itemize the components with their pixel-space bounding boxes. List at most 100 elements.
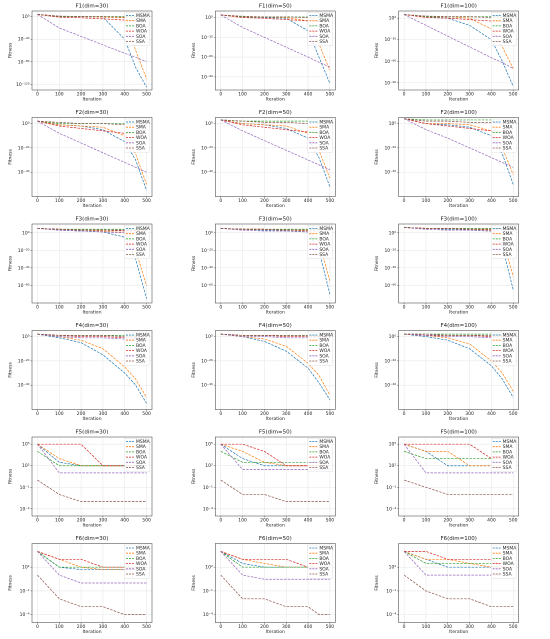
legend-box <box>491 12 517 46</box>
legend-label: SSA <box>503 465 513 471</box>
x-tick-label: 0 <box>219 198 222 204</box>
y-tick-label: 10⁻¹ <box>203 485 213 491</box>
legend-label: BOA <box>503 449 513 455</box>
legend-label: SSA <box>319 465 329 471</box>
chart-title: F6(dim=50) <box>259 536 292 542</box>
legend-label: SOA <box>503 460 513 466</box>
series-line <box>37 574 147 615</box>
y-axis-label: Fitness <box>191 42 197 58</box>
x-tick-label: 200 <box>443 518 452 524</box>
legend-label: WOA <box>503 29 515 35</box>
y-tick-label: 10⁻¹ <box>20 588 30 594</box>
chart-title: F3(dim=50) <box>259 217 292 223</box>
x-tick-label: 100 <box>55 305 64 311</box>
series-line <box>220 119 330 135</box>
x-tick-label: 0 <box>219 624 222 630</box>
x-tick-label: 500 <box>142 518 151 524</box>
legend-label: SOA <box>319 140 329 146</box>
y-tick-label: 10⁵ <box>205 442 213 448</box>
y-tick-label: 10⁻¹²⁰ <box>16 82 30 88</box>
series-line <box>404 479 514 495</box>
y-tick-label: 10⁻¹ <box>386 588 396 594</box>
series-line <box>220 574 330 615</box>
chart-panel: F1(dim=30) 0 100 200 300 400 500 10⁰ 10⁻⁴⁰ 10⁻⁸⁰ 1… <box>8 4 153 103</box>
x-tick-label: 200 <box>77 92 86 98</box>
y-tick-label: 10⁻²⁰ <box>384 248 396 254</box>
x-tick-label: 500 <box>142 624 151 630</box>
legend-label: SOA <box>319 34 329 40</box>
legend-label: MSMA <box>319 439 334 445</box>
y-axis-label: Fitness <box>191 149 197 165</box>
legend-label: SSA <box>319 39 329 45</box>
y-tick-label: 10⁻²⁰ <box>201 145 213 151</box>
legend-label: BOA <box>319 556 329 562</box>
x-tick-label: 400 <box>487 92 496 98</box>
y-tick-label: 10⁻²⁰ <box>384 358 396 364</box>
legend-label: BOA <box>503 556 513 562</box>
y-tick-label: 10⁰ <box>205 121 213 127</box>
legend-box <box>491 438 517 472</box>
plot-frame <box>31 10 153 91</box>
legend-label: SMA <box>319 338 330 344</box>
legend-label: BOA <box>136 556 146 562</box>
legend-label: WOA <box>319 455 331 461</box>
y-tick-label: 10⁰ <box>389 334 397 340</box>
x-tick-label: 300 <box>465 92 474 98</box>
legend-label: BOA <box>136 23 146 29</box>
y-axis-label: Fitness <box>8 255 14 271</box>
legend-label: WOA <box>136 561 148 567</box>
x-tick-label: 400 <box>304 198 313 204</box>
plot-frame <box>31 436 153 517</box>
legend-box <box>307 118 333 153</box>
legend-box <box>124 438 150 472</box>
x-tick-label: 300 <box>99 305 108 311</box>
x-tick-label: 100 <box>238 624 247 630</box>
x-tick-label: 400 <box>304 305 313 311</box>
y-axis-label: Fitness <box>191 468 197 484</box>
plot-frame <box>31 223 153 304</box>
y-tick-label: 10⁰ <box>22 121 30 127</box>
chart-title: F5(dim=30) <box>76 430 109 436</box>
series-line <box>403 14 514 69</box>
x-tick-label: 300 <box>465 624 474 630</box>
y-tick-label: 10⁻⁴⁰ <box>201 170 213 176</box>
x-tick-label: 200 <box>443 92 452 98</box>
series-line <box>37 443 147 474</box>
legend-label: BOA <box>503 130 513 136</box>
legend-label: SMA <box>319 125 330 131</box>
chart-title: F3(dim=30) <box>76 217 109 223</box>
y-axis-label: Fitness <box>374 42 380 58</box>
x-axis-label: Iteration <box>82 203 101 209</box>
chart-panel: F6(dim=50) 0 100 200 300 400 500 10⁻⁴ 10⁻¹ 10² Ite… <box>191 536 336 635</box>
y-tick-label: 10⁻⁴⁰ <box>384 383 396 389</box>
chart-title: F1(dim=100) <box>440 4 476 10</box>
legend-label: SMA <box>136 125 147 131</box>
y-tick-label: 10⁻⁴⁰ <box>18 37 30 43</box>
x-tick-label: 100 <box>55 624 64 630</box>
series-line <box>37 479 147 502</box>
x-axis-label: Iteration <box>449 629 468 635</box>
legend-label: BOA <box>319 236 329 242</box>
legend-label: WOA <box>503 348 515 354</box>
x-tick-label: 200 <box>77 624 86 630</box>
plot-frame <box>398 543 519 623</box>
plot-frame <box>215 223 336 304</box>
legend-label: MSMA <box>503 226 518 232</box>
x-tick-label: 0 <box>219 518 222 524</box>
x-tick-label: 100 <box>238 92 247 98</box>
x-tick-label: 300 <box>282 92 291 98</box>
x-tick-label: 500 <box>142 411 151 417</box>
legend-label: SOA <box>503 247 513 253</box>
y-tick-label: 10⁵ <box>22 442 30 448</box>
x-tick-label: 200 <box>77 518 86 524</box>
legend-label: SMA <box>503 551 514 557</box>
chart-title: F2(dim=50) <box>259 110 292 116</box>
series-line <box>403 443 514 474</box>
x-tick-label: 400 <box>304 411 313 417</box>
legend-label: WOA <box>503 455 515 461</box>
legend-label: SSA <box>136 39 146 45</box>
chart-title: F2(dim=100) <box>440 110 476 116</box>
series-line <box>220 551 330 580</box>
y-axis-label: Fitness <box>8 42 14 58</box>
x-tick-label: 500 <box>326 411 335 417</box>
